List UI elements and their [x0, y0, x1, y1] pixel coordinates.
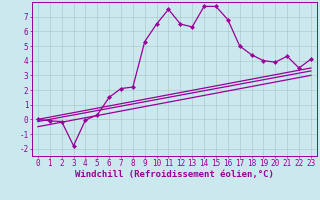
X-axis label: Windchill (Refroidissement éolien,°C): Windchill (Refroidissement éolien,°C): [75, 170, 274, 179]
